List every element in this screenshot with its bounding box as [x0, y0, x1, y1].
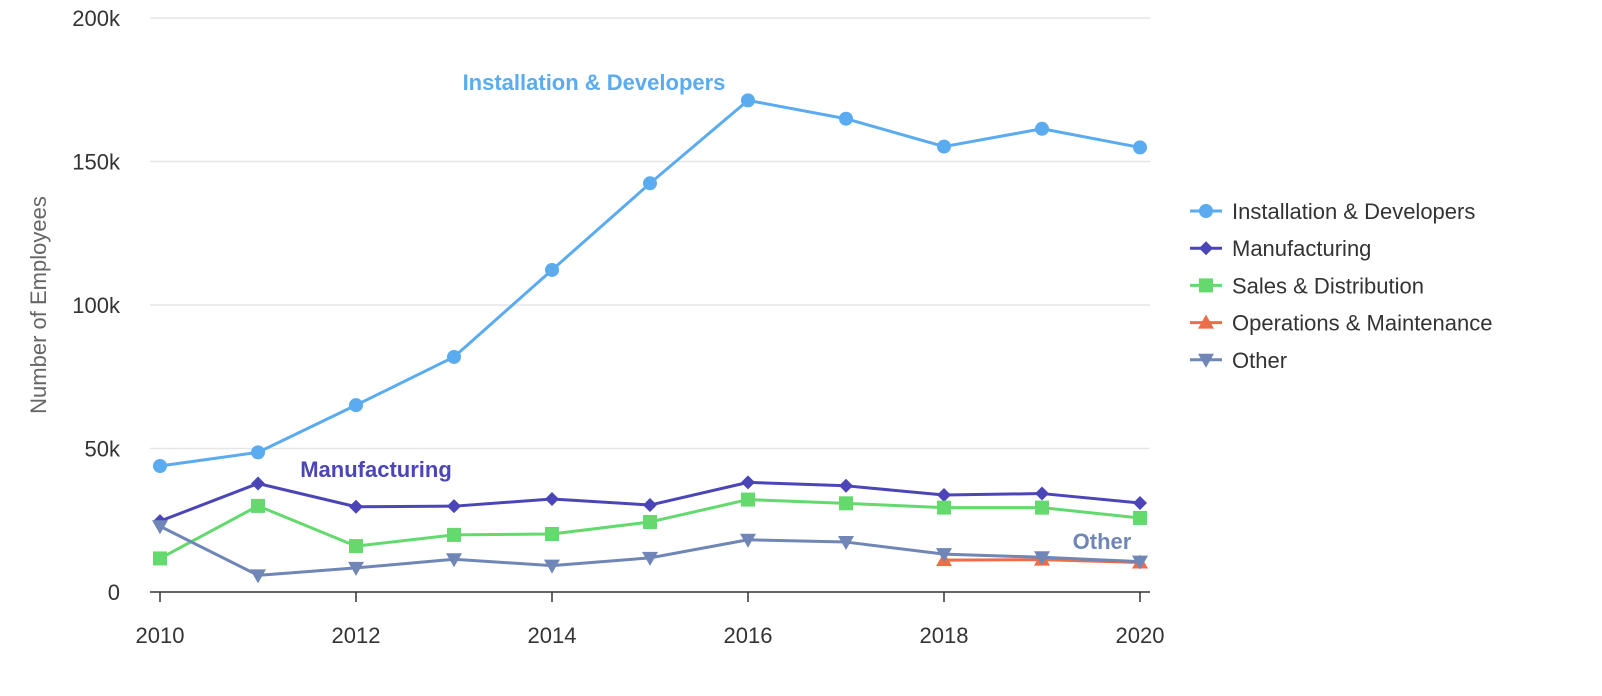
legend-label: Manufacturing: [1232, 236, 1371, 261]
legend-marker: [1199, 204, 1213, 218]
series-installation-and-developers: [153, 93, 1147, 474]
data-point-manufacturing: [545, 492, 559, 507]
data-point-other: [446, 553, 462, 568]
x-tick-label: 2012: [332, 623, 381, 648]
x-tick-label: 2010: [136, 623, 185, 648]
data-point-manufacturing: [643, 498, 657, 513]
y-tick-label: 200k: [72, 6, 121, 31]
data-point-sales-and-distribution: [643, 514, 657, 529]
data-point-manufacturing: [251, 476, 265, 491]
data-point-installation-and-developers: [153, 459, 167, 474]
y-tick-label: 100k: [72, 293, 121, 318]
data-point-sales-and-distribution: [937, 500, 951, 515]
data-point-other: [1034, 551, 1050, 566]
data-point-manufacturing: [1035, 486, 1049, 501]
data-point-sales-and-distribution: [1035, 500, 1049, 515]
x-tick-label: 2014: [528, 623, 577, 648]
data-point-sales-and-distribution: [447, 527, 461, 542]
legend-label: Sales & Distribution: [1232, 273, 1424, 298]
legend-marker: [1199, 278, 1213, 293]
legend-item[interactable]: Operations & Maintenance: [1190, 311, 1493, 336]
data-point-sales-and-distribution: [251, 498, 265, 513]
data-point-other: [936, 548, 952, 563]
data-point-other: [348, 561, 364, 576]
legend-item[interactable]: Manufacturing: [1190, 236, 1371, 261]
y-tick-label: 150k: [72, 150, 121, 175]
legend-marker: [1199, 241, 1213, 256]
legend-marker: [1198, 314, 1214, 329]
series-line-installation-and-developers: [159, 98, 1141, 468]
y-tick-label: 0: [108, 580, 120, 605]
data-point-sales-and-distribution: [545, 527, 559, 542]
data-point-sales-and-distribution: [153, 551, 167, 566]
legend-item[interactable]: Installation & Developers: [1190, 199, 1475, 224]
data-point-sales-and-distribution: [1133, 510, 1147, 525]
data-point-other: [152, 520, 168, 535]
data-point-manufacturing: [447, 499, 461, 514]
inline-label: Installation & Developers: [463, 70, 726, 95]
data-point-other: [838, 536, 854, 551]
series-line-other: [159, 524, 1141, 577]
data-point-other: [740, 533, 756, 548]
data-point-manufacturing: [349, 499, 363, 514]
data-point-installation-and-developers: [447, 349, 461, 364]
data-point-manufacturing: [937, 487, 951, 502]
data-point-installation-and-developers: [349, 398, 363, 413]
legend-label: Other: [1232, 348, 1287, 373]
data-point-installation-and-developers: [643, 176, 657, 191]
data-point-installation-and-developers: [1035, 121, 1049, 136]
data-point-other: [250, 569, 266, 584]
legend-label: Installation & Developers: [1232, 199, 1475, 224]
data-point-other: [642, 551, 658, 566]
x-tick-label: 2020: [1116, 623, 1165, 648]
grid-lines: [150, 17, 1150, 450]
data-point-manufacturing: [1133, 496, 1147, 511]
x-tick-label: 2016: [724, 623, 773, 648]
data-point-installation-and-developers: [1133, 140, 1147, 155]
data-point-sales-and-distribution: [839, 496, 853, 511]
legend-item[interactable]: Other: [1190, 348, 1287, 373]
data-point-installation-and-developers: [839, 111, 853, 126]
data-point-installation-and-developers: [545, 262, 559, 277]
y-tick-label: 50k: [85, 437, 121, 462]
series-other: [152, 520, 1148, 584]
y-axis-title: Number of Employees: [26, 196, 51, 414]
data-point-manufacturing: [839, 478, 853, 493]
data-point-installation-and-developers: [741, 93, 755, 108]
data-point-other: [544, 559, 560, 574]
inline-series-labels: Installation & Developers Manufacturing Ot…: [300, 70, 1132, 554]
series-lines: [152, 93, 1148, 584]
inline-label: Other: [1073, 529, 1132, 554]
legend-label: Operations & Maintenance: [1232, 311, 1493, 336]
series-sales-and-distribution: [153, 492, 1147, 566]
legend-marker: [1198, 353, 1214, 368]
legend[interactable]: Installation & Developers Manufacturing Sa…: [1190, 199, 1493, 373]
data-point-sales-and-distribution: [349, 539, 363, 554]
x-tick-label: 2018: [920, 623, 969, 648]
inline-label: Manufacturing: [300, 457, 452, 482]
data-point-manufacturing: [741, 475, 755, 490]
data-point-installation-and-developers: [251, 445, 265, 460]
data-point-other: [1132, 555, 1148, 570]
data-point-installation-and-developers: [937, 139, 951, 154]
data-point-sales-and-distribution: [741, 492, 755, 507]
axes: 0 50k 100k 150k 200k 2010 2012 2014 2016 2018 2020: [72, 6, 1164, 648]
legend-item[interactable]: Sales & Distribution: [1190, 273, 1424, 298]
